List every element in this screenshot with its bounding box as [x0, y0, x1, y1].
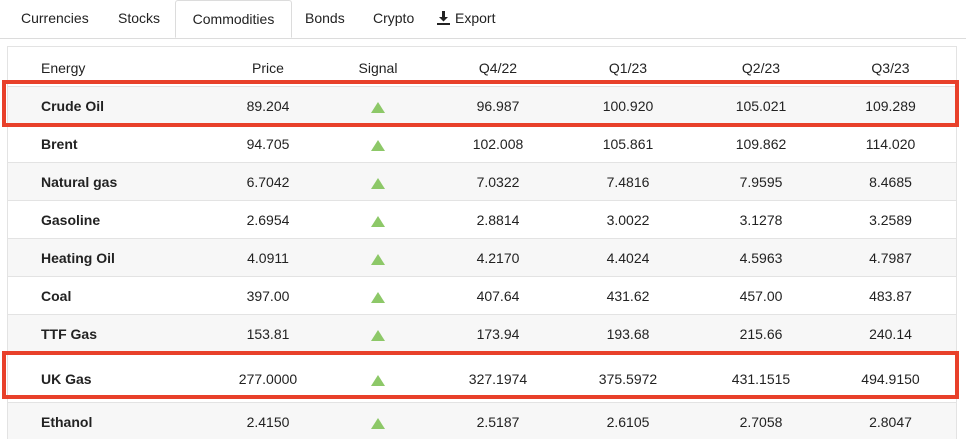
tab-bonds[interactable]: Bonds: [305, 10, 345, 26]
header-q3-23: Q3/23: [871, 60, 910, 76]
row-q1-23: 100.920: [602, 98, 654, 114]
row-price: 2.4150: [246, 414, 290, 430]
row-q1-23: 3.0022: [606, 212, 650, 228]
header-energy: Energy: [41, 60, 86, 76]
row-q4-22: 2.8814: [476, 212, 520, 228]
row-q1-23: 4.4024: [606, 250, 650, 266]
row-q1-23: 7.4816: [606, 174, 650, 190]
table-header: Energy Price Signal Q4/22 Q1/23 Q2/23 Q3…: [8, 49, 956, 87]
signal-cell: [338, 201, 418, 239]
up-triangle-icon: [371, 253, 385, 265]
row-q2-23: 3.1278: [739, 212, 783, 228]
header-price: Price: [252, 60, 284, 76]
row-name[interactable]: Natural gas: [41, 174, 118, 190]
download-icon: [437, 11, 450, 25]
row-price: 6.7042: [246, 174, 290, 190]
row-q4-22: 327.1974: [468, 371, 528, 387]
row-q1-23: 431.62: [606, 288, 650, 304]
commodities-table: Energy Price Signal Q4/22 Q1/23 Q2/23 Q3…: [7, 46, 957, 439]
signal-cell: [338, 125, 418, 163]
row-q4-22: 102.008: [472, 136, 524, 152]
tab-commodities[interactable]: Commodities: [175, 0, 292, 38]
row-q4-22: 7.0322: [476, 174, 520, 190]
row-q3-23: 114.020: [865, 136, 916, 152]
row-q3-23: 240.14: [869, 326, 912, 342]
export-button[interactable]: Export: [437, 0, 495, 38]
row-q4-22: 4.2170: [476, 250, 520, 266]
signal-cell: [338, 403, 418, 439]
up-triangle-icon: [371, 139, 385, 151]
signal-cell: [338, 163, 418, 201]
row-q1-23: 375.5972: [598, 371, 658, 387]
row-name[interactable]: Brent: [41, 136, 78, 152]
row-q1-23: 193.68: [606, 326, 650, 342]
row-q4-22: 407.64: [476, 288, 520, 304]
row-q2-23: 7.9595: [739, 174, 783, 190]
table-row[interactable]: TTF Gas 153.81 173.94 193.68 215.66 240.…: [8, 315, 956, 353]
header-q2-23: Q2/23: [741, 60, 781, 76]
table-row[interactable]: Coal 397.00 407.64 431.62 457.00 483.87: [8, 277, 956, 315]
tab-stocks[interactable]: Stocks: [118, 10, 161, 26]
signal-cell: [338, 239, 418, 277]
row-price: 89.204: [246, 98, 290, 114]
row-price: 94.705: [246, 136, 290, 152]
row-price: 397.00: [246, 288, 290, 304]
row-q2-23: 105.021: [735, 98, 787, 114]
row-price: 277.0000: [238, 371, 298, 387]
row-name[interactable]: Coal: [41, 288, 72, 304]
row-q2-23: 4.5963: [739, 250, 783, 266]
table-row[interactable]: Natural gas 6.7042 7.0322 7.4816 7.9595 …: [8, 163, 956, 201]
export-label: Export: [455, 10, 496, 26]
row-name[interactable]: Crude Oil: [41, 98, 105, 114]
row-name[interactable]: Gasoline: [41, 212, 101, 228]
signal-cell: [338, 315, 418, 353]
row-price: 153.81: [246, 326, 290, 342]
table-row[interactable]: UK Gas 277.0000 327.1974 375.5972 431.15…: [8, 353, 956, 403]
row-q1-23: 105.861: [602, 136, 654, 152]
header-q1-23: Q1/23: [608, 60, 648, 76]
header-signal: Signal: [358, 60, 398, 76]
row-q3-23: 483.87: [869, 288, 912, 304]
row-q2-23: 457.00: [739, 288, 783, 304]
row-q2-23: 431.1515: [731, 371, 791, 387]
tab-crypto[interactable]: Crypto: [373, 10, 415, 26]
up-triangle-icon: [371, 329, 385, 341]
row-q4-22: 173.94: [476, 326, 520, 342]
table-row[interactable]: Brent 94.705 102.008 105.861 109.862 114…: [8, 125, 956, 163]
row-q3-23: 4.7987: [869, 250, 912, 266]
table-row[interactable]: Ethanol 2.4150 2.5187 2.6105 2.7058 2.80…: [8, 403, 956, 439]
table-row[interactable]: Heating Oil 4.0911 4.2170 4.4024 4.5963 …: [8, 239, 956, 277]
up-triangle-icon: [371, 374, 385, 386]
row-q3-23: 109.289: [865, 98, 916, 114]
row-name[interactable]: UK Gas: [41, 371, 92, 387]
signal-cell: [338, 353, 418, 403]
signal-cell: [338, 277, 418, 315]
up-triangle-icon: [371, 291, 385, 303]
table-row[interactable]: Crude Oil 89.204 96.987 100.920 105.021 …: [8, 87, 956, 125]
row-q3-23: 2.8047: [869, 414, 912, 430]
row-name[interactable]: TTF Gas: [41, 326, 98, 342]
row-q4-22: 96.987: [476, 98, 520, 114]
header-q4-22: Q4/22: [478, 60, 518, 76]
up-triangle-icon: [371, 177, 385, 189]
table-row[interactable]: Gasoline 2.6954 2.8814 3.0022 3.1278 3.2…: [8, 201, 956, 239]
row-q4-22: 2.5187: [476, 414, 520, 430]
tab-currencies[interactable]: Currencies: [21, 10, 89, 26]
row-q3-23: 3.2589: [869, 212, 912, 228]
row-q2-23: 109.862: [735, 136, 787, 152]
row-q1-23: 2.6105: [606, 414, 650, 430]
up-triangle-icon: [371, 417, 385, 429]
up-triangle-icon: [371, 101, 385, 113]
row-q3-23: 8.4685: [869, 174, 912, 190]
row-name[interactable]: Heating Oil: [41, 250, 115, 266]
row-price: 2.6954: [246, 212, 290, 228]
row-q2-23: 2.7058: [739, 414, 783, 430]
signal-cell: [338, 87, 418, 125]
row-name[interactable]: Ethanol: [41, 414, 93, 430]
row-price: 4.0911: [247, 250, 289, 266]
row-q3-23: 494.9150: [861, 371, 920, 387]
tab-bar: Currencies Stocks Commodities Bonds Cryp…: [0, 0, 966, 39]
row-q2-23: 215.66: [739, 326, 783, 342]
up-triangle-icon: [371, 215, 385, 227]
